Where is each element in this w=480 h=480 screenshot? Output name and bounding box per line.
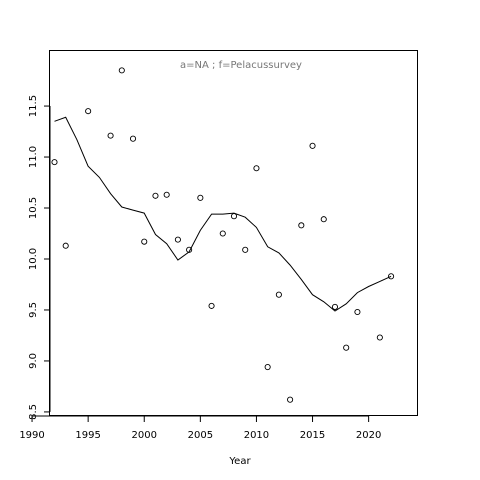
data-point: [287, 396, 294, 403]
data-point: [152, 192, 159, 199]
data-point: [186, 246, 193, 253]
data-point: [197, 194, 204, 201]
y-tick-label: 10.0: [28, 248, 39, 270]
x-tick-label: 2015: [300, 430, 325, 441]
data-point: [51, 159, 58, 166]
data-points: [51, 67, 395, 403]
y-axis: 8.5 9.0 9.5 10.0 10.5 11.0 11.5: [28, 95, 51, 420]
data-point: [388, 273, 395, 280]
data-point: [264, 364, 271, 371]
x-axis: 1990 1995 2000 2005 2010 2015 2020: [19, 415, 381, 441]
data-point: [107, 132, 114, 139]
trend-line: [54, 116, 392, 312]
data-point: [208, 302, 215, 309]
data-point: [141, 238, 148, 245]
data-point: [309, 142, 316, 149]
data-point: [298, 222, 305, 229]
data-point: [174, 236, 181, 243]
data-point: [354, 308, 361, 316]
data-point: [118, 67, 125, 74]
x-tick-label: 2020: [356, 430, 381, 441]
data-point: [242, 246, 249, 253]
x-tick-label: 2005: [188, 430, 213, 441]
y-tick-label: 9.0: [28, 353, 39, 369]
data-point: [163, 191, 170, 198]
y-tick-label: 10.5: [28, 197, 39, 219]
data-point: [62, 242, 69, 249]
data-point: [129, 135, 137, 142]
chart-annotation: a=NA ; f=Pelacussurvey: [180, 60, 302, 71]
x-axis-title: Year: [228, 456, 251, 467]
data-point: [331, 303, 339, 310]
data-point: [376, 334, 383, 341]
y-tick-label: 11.0: [28, 146, 39, 168]
x-tick-label: 1990: [19, 430, 44, 441]
y-tick-label: 9.5: [28, 302, 39, 318]
data-point: [320, 216, 327, 223]
x-tick-label: 1995: [75, 430, 100, 441]
x-tick-label: 2010: [244, 430, 269, 441]
y-tick-label: 11.5: [28, 95, 39, 117]
x-tick-label: 2000: [132, 430, 157, 441]
data-point: [85, 108, 92, 115]
y-tick-label: 8.5: [28, 404, 39, 420]
data-point: [230, 213, 238, 220]
data-point: [219, 230, 226, 237]
data-point: [253, 165, 260, 172]
plot-frame: [49, 50, 418, 416]
data-point: [275, 291, 282, 298]
data-point: [343, 344, 350, 351]
